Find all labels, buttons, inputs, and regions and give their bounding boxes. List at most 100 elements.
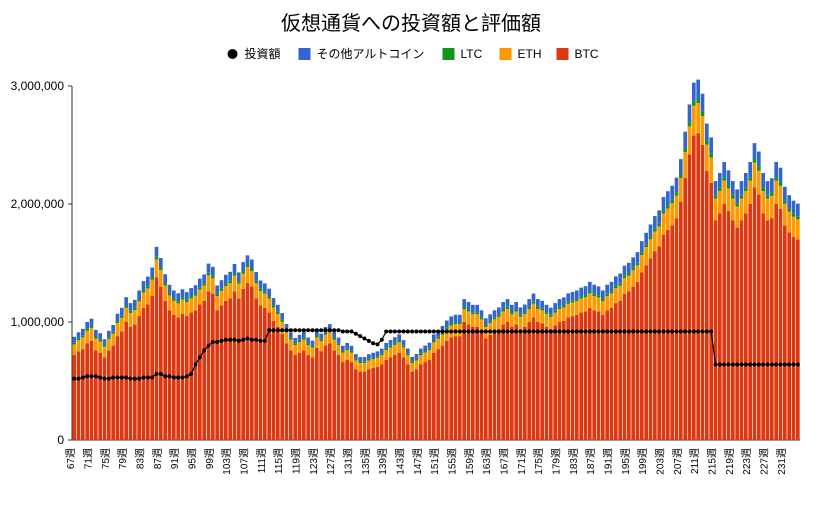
bar-btc [779, 209, 783, 440]
bar-other [449, 316, 453, 323]
bar-other [228, 272, 232, 281]
invest-marker [701, 329, 705, 333]
bar-ltc [792, 214, 796, 217]
bar-btc [549, 329, 553, 440]
invest-marker [445, 329, 449, 333]
bar-btc [553, 326, 557, 440]
bar-btc [675, 218, 679, 440]
bar-ltc [653, 229, 657, 232]
bar-eth [376, 358, 380, 367]
bar-btc [81, 349, 85, 440]
bar-btc [363, 372, 367, 440]
invest-marker [207, 344, 211, 348]
bar-eth [532, 304, 536, 317]
bar-ltc [94, 337, 98, 339]
invest-marker [293, 328, 297, 332]
bar-other [627, 263, 631, 273]
bar-ltc [610, 291, 614, 293]
bar-other [692, 83, 696, 102]
bar-other [150, 267, 154, 276]
invest-marker [116, 375, 120, 379]
bar-other [501, 302, 505, 310]
bar-eth [467, 312, 471, 325]
invest-marker [211, 340, 215, 344]
bar-ltc [267, 296, 271, 298]
invest-marker [410, 329, 414, 333]
invest-marker [72, 377, 76, 381]
bar-ltc [280, 320, 284, 322]
bar-ltc [488, 321, 492, 323]
invest-marker [393, 329, 397, 333]
bar-btc [259, 305, 263, 440]
bar-eth [215, 296, 219, 310]
bar-eth [380, 355, 384, 364]
bar-eth [345, 350, 349, 360]
x-tick-label: 151週 [429, 448, 441, 475]
bar-other [592, 285, 596, 294]
bar-btc [627, 291, 631, 440]
invest-marker [714, 362, 718, 366]
bar-ltc [341, 351, 345, 353]
bar-eth [731, 199, 735, 221]
bar-eth [618, 286, 622, 301]
bar-eth [103, 347, 107, 358]
bar-btc [796, 239, 800, 440]
bar-btc [770, 218, 774, 440]
bar-btc [484, 339, 488, 440]
bar-eth [462, 309, 466, 322]
bar-btc [406, 364, 410, 440]
bar-eth [163, 285, 167, 300]
bar-ltc [649, 236, 653, 239]
bar-eth [267, 299, 271, 313]
invest-marker [618, 329, 622, 333]
bar-other [623, 266, 627, 276]
bar-other [341, 346, 345, 351]
bar-btc [324, 346, 328, 440]
x-tick-label: 199週 [637, 448, 649, 475]
x-tick-label: 99週 [204, 448, 216, 469]
bar-btc [558, 322, 562, 440]
invest-marker [124, 375, 128, 379]
invest-marker [172, 375, 176, 379]
invest-marker [506, 329, 510, 333]
bar-eth [605, 296, 609, 310]
bar-other [458, 315, 462, 322]
x-tick-label: 67週 [65, 448, 77, 469]
bar-btc [98, 353, 102, 440]
bar-other [337, 338, 341, 344]
bar-eth [501, 312, 505, 325]
bar-eth [666, 208, 670, 229]
bar-btc [389, 357, 393, 440]
bar-other [792, 201, 796, 214]
bar-eth [293, 345, 297, 355]
bar-btc [402, 357, 406, 440]
bar-eth [540, 310, 544, 323]
bar-eth [198, 290, 202, 305]
bar-other [735, 189, 739, 203]
bar-ltc [142, 290, 146, 292]
bar-ltc [523, 312, 527, 314]
bar-ltc [753, 159, 757, 163]
bar-ltc [735, 203, 739, 206]
x-tick-label: 203週 [655, 448, 667, 475]
bar-btc [319, 352, 323, 441]
invest-marker [402, 329, 406, 333]
bar-btc [588, 308, 592, 440]
bar-btc [753, 187, 757, 440]
bar-eth [254, 283, 258, 298]
bar-other [402, 340, 406, 346]
bar-btc [571, 316, 575, 440]
bar-other [683, 132, 687, 149]
bar-eth [649, 239, 653, 258]
bar-eth [224, 286, 228, 301]
x-tick-label: 219週 [724, 448, 736, 475]
bar-btc [367, 369, 371, 440]
invest-marker [662, 329, 666, 333]
bar-ltc [376, 356, 380, 358]
bar-ltc [770, 193, 774, 196]
invest-marker [792, 362, 796, 366]
bar-btc [792, 237, 796, 440]
bar-other [267, 289, 271, 297]
y-tick-label: 3,000,000 [11, 79, 65, 93]
bar-ltc [293, 343, 297, 345]
